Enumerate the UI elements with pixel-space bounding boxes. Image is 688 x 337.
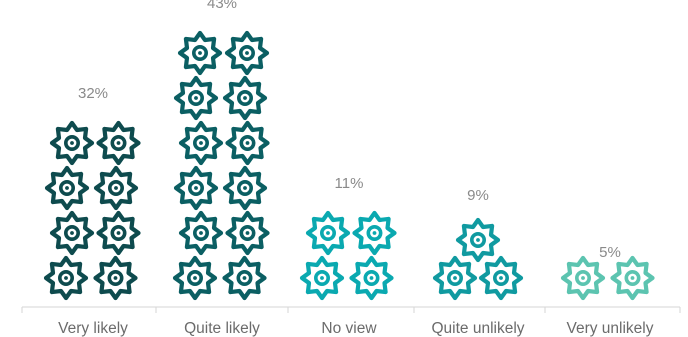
gear-icon: [308, 213, 348, 253]
gear-icon: [228, 123, 268, 163]
category-label: No view: [321, 320, 377, 337]
gear-icon: [352, 258, 392, 298]
gear-icon: [355, 213, 395, 253]
gear-icon: [176, 168, 216, 208]
x-axis-labels: Very likely Quite likely No view Quite unli…: [58, 320, 654, 337]
gear-icon: [225, 168, 265, 208]
gear-icon: [96, 258, 136, 298]
gear-icon: [46, 258, 86, 298]
gear-icon: [99, 213, 139, 253]
gear-icon: [52, 213, 92, 253]
category-label: Quite likely: [184, 320, 260, 337]
gear-icon: [563, 258, 603, 298]
value-label: 9%: [467, 187, 489, 204]
category-label: Quite unlikely: [431, 320, 524, 337]
value-label: 43%: [207, 0, 237, 12]
gear-icon: [99, 123, 139, 163]
gear-icon: [225, 78, 265, 118]
gear-icon: [481, 258, 521, 298]
gear-icon: [613, 258, 653, 298]
gear-icon: [435, 258, 475, 298]
gear-icon: [227, 33, 267, 73]
gear-icon: [176, 78, 216, 118]
value-label: 11%: [335, 175, 364, 192]
chart-marks: 32% 43% 11% 9% 5%: [46, 0, 653, 298]
gear-icon: [96, 168, 136, 208]
gear-icon: [458, 220, 498, 260]
gear-icon: [302, 258, 342, 298]
x-axis-ticks: [21, 307, 681, 313]
value-label: 5%: [599, 244, 621, 261]
gear-icon: [225, 258, 265, 298]
value-label: 32%: [78, 85, 108, 102]
gear-icon: [181, 213, 221, 253]
category-label: Very unlikely: [566, 320, 653, 337]
gear-icon: [228, 213, 268, 253]
gear-icon: [180, 33, 220, 73]
category-label: Very likely: [58, 320, 128, 337]
gear-icon: [52, 123, 92, 163]
gear-icon: [47, 168, 87, 208]
gear-icon: [181, 123, 221, 163]
gear-icon: [175, 258, 215, 298]
